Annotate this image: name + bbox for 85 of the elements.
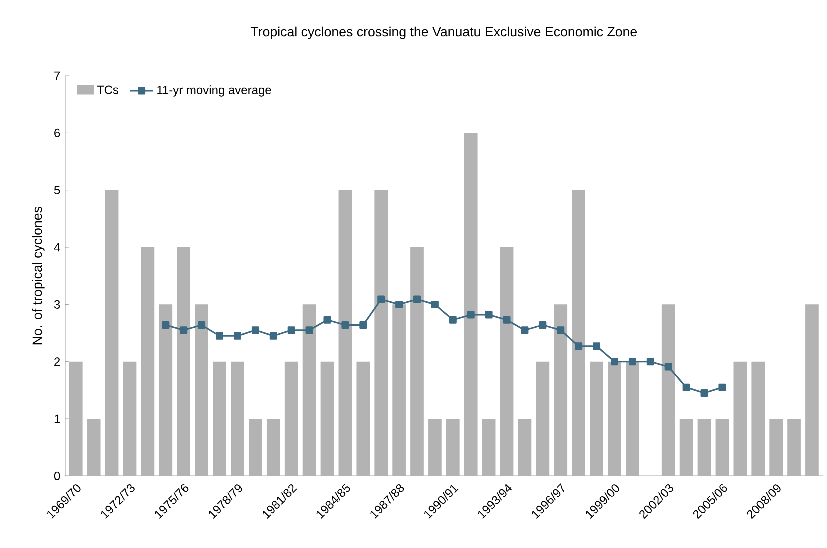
- y-tick-label: 5: [54, 186, 60, 194]
- bar: [806, 304, 819, 476]
- bar: [752, 362, 766, 476]
- point: [162, 321, 170, 329]
- point: [306, 326, 314, 334]
- point: [646, 358, 654, 366]
- bar: [608, 362, 622, 476]
- point: [503, 316, 511, 324]
- bar: [770, 418, 783, 476]
- bar: [284, 362, 298, 476]
- y-tick-label: 1: [54, 414, 60, 424]
- y-tick-label: 0: [54, 472, 60, 480]
- y-tick-label: 3: [54, 300, 60, 309]
- bar: [159, 304, 173, 476]
- chart-title: Tropical cyclones crossing the Vanuatu Exclusive Economic Zone: [250, 26, 638, 40]
- bar: [231, 362, 244, 476]
- bar: [662, 304, 676, 476]
- bar: [734, 362, 748, 476]
- y-tick-label: 2: [54, 358, 60, 366]
- y-tick-label: 4: [54, 243, 60, 252]
- bar: [500, 247, 514, 476]
- point: [611, 358, 618, 366]
- bar: [249, 418, 262, 476]
- bar: [554, 304, 568, 476]
- bar: [87, 418, 101, 476]
- bar: [213, 362, 226, 476]
- point: [180, 326, 188, 334]
- bar: [446, 418, 460, 476]
- point: [414, 296, 421, 304]
- point: [288, 326, 296, 334]
- point: [360, 321, 368, 329]
- point: [396, 300, 404, 308]
- point: [664, 363, 672, 371]
- point: [521, 326, 529, 334]
- bar: [590, 362, 604, 476]
- bar: [392, 304, 406, 476]
- bar: [716, 418, 730, 476]
- bar: [338, 190, 352, 476]
- bar: [195, 304, 208, 476]
- y-tick-label: 6: [54, 128, 60, 138]
- point: [270, 332, 278, 340]
- bar: [302, 304, 316, 476]
- bar: [374, 190, 388, 476]
- bar: [464, 133, 478, 476]
- point: [575, 342, 583, 350]
- bar: [698, 418, 712, 476]
- point: [324, 316, 332, 324]
- point: [700, 389, 708, 397]
- point: [216, 332, 224, 340]
- bar: [428, 418, 442, 476]
- bar: [141, 247, 155, 476]
- bar: [680, 418, 694, 476]
- bar: [69, 362, 83, 476]
- y-tick-label: 7: [54, 72, 60, 80]
- point: [378, 296, 386, 304]
- point: [342, 321, 350, 329]
- point: [718, 384, 726, 392]
- bar: [105, 190, 119, 476]
- bar: [482, 418, 496, 476]
- legend-label: TCs: [97, 86, 119, 94]
- bar: [266, 418, 280, 476]
- point: [252, 326, 260, 334]
- bar: [572, 190, 586, 476]
- bar: [123, 362, 137, 476]
- point: [557, 326, 565, 334]
- point: [593, 342, 601, 350]
- point: [628, 358, 636, 366]
- bar: [536, 362, 550, 476]
- bar: [518, 418, 532, 476]
- point: [234, 332, 242, 340]
- legend-label: 11-yr moving average: [158, 86, 272, 97]
- point: [198, 321, 206, 329]
- point: [682, 384, 690, 392]
- point: [449, 316, 457, 324]
- bar: [788, 418, 801, 476]
- bar: [410, 247, 424, 476]
- bar: [626, 362, 640, 476]
- point: [539, 321, 547, 329]
- bar: [356, 362, 370, 476]
- point: [467, 311, 475, 319]
- bar: [177, 247, 191, 476]
- y-axis-title: No. of tropical cyclones: [32, 206, 45, 344]
- point: [431, 300, 439, 308]
- bar: [320, 362, 334, 476]
- point: [485, 311, 493, 319]
